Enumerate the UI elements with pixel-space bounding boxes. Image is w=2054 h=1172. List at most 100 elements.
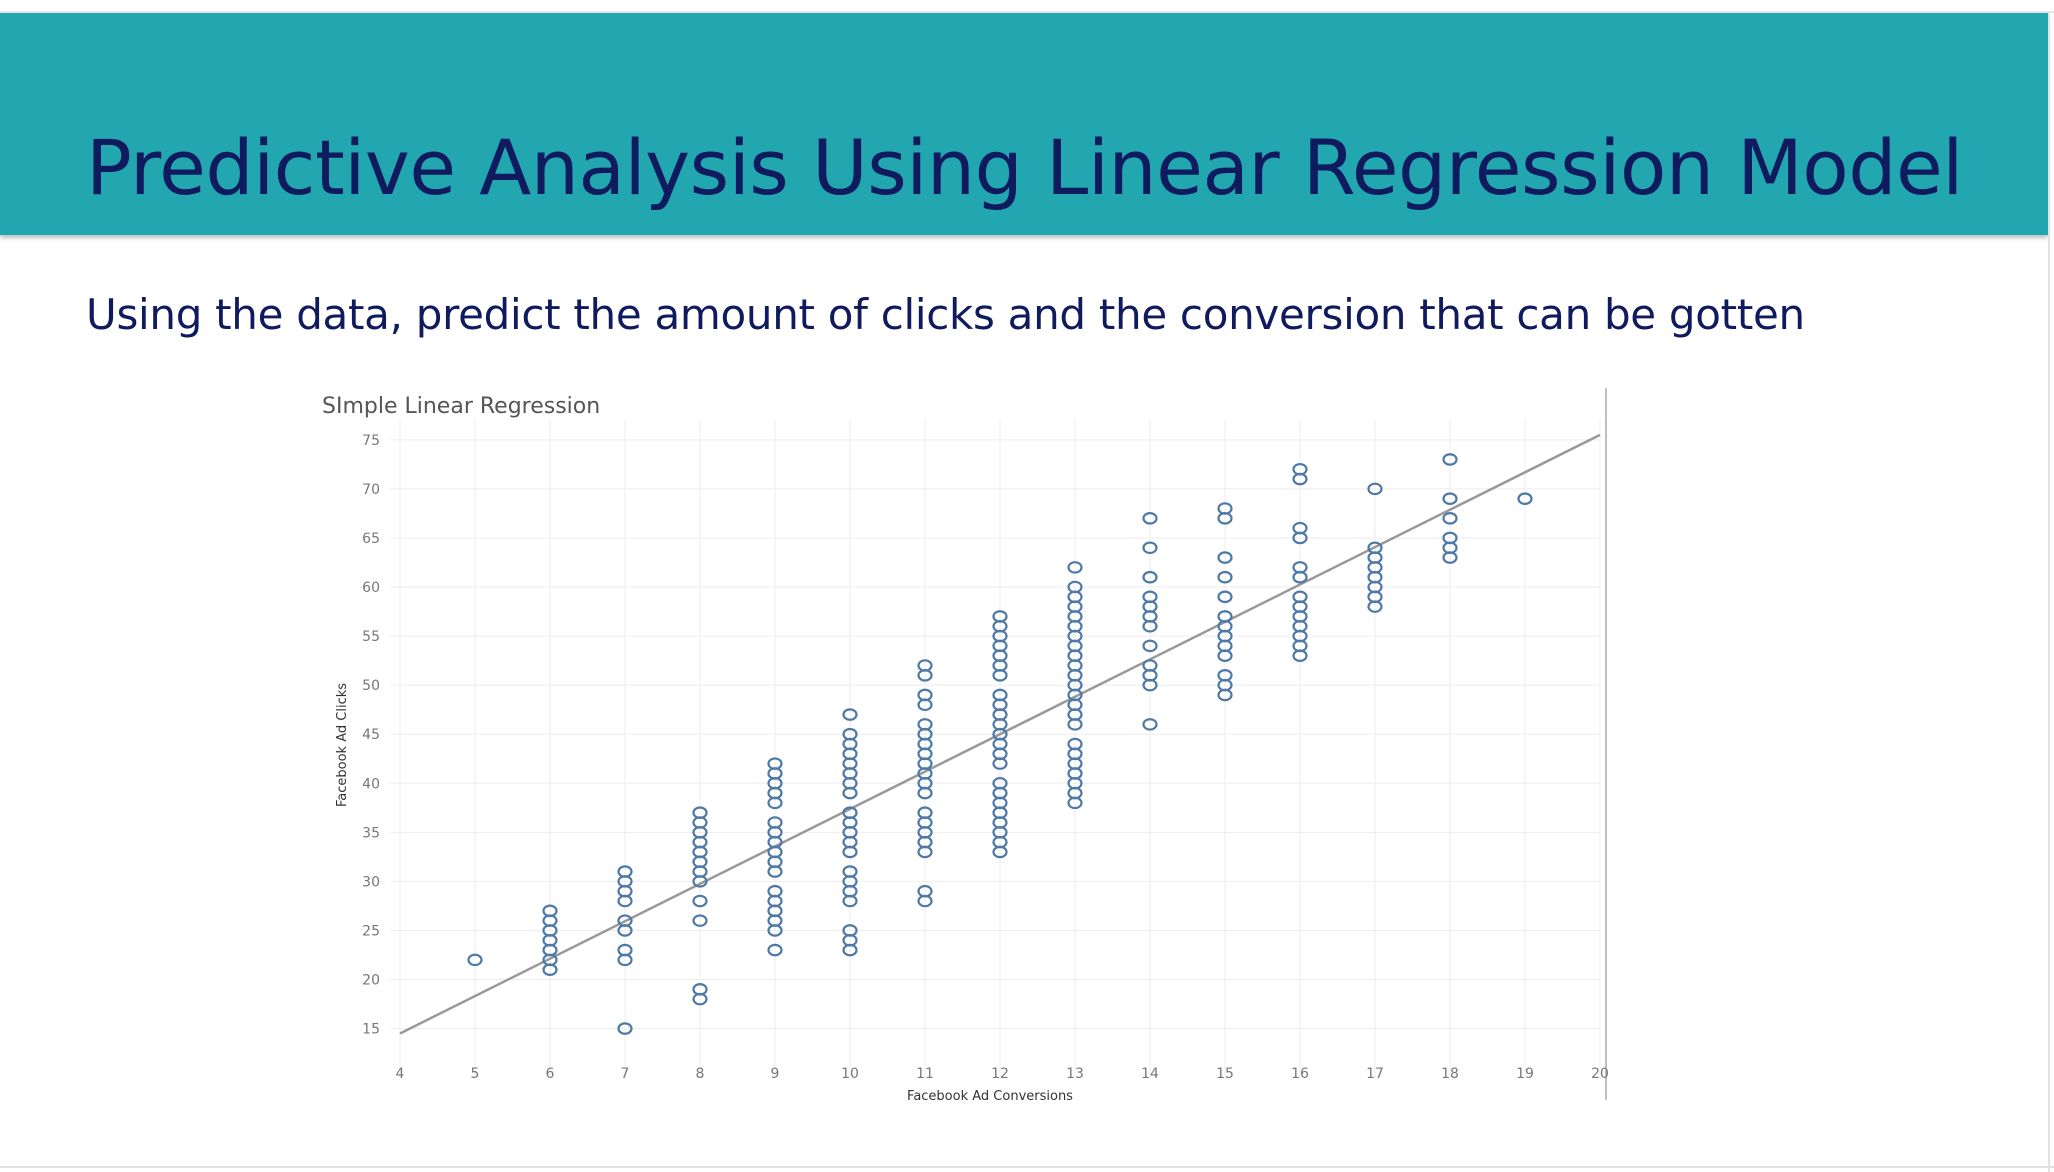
- data-point: [1217, 502, 1233, 515]
- data-point: [1292, 561, 1308, 574]
- data-point: [1142, 541, 1158, 555]
- data-point: [692, 983, 708, 996]
- y-axis-label: Facebook Ad Clicks: [335, 683, 350, 807]
- x-tick-label: 15: [1216, 1066, 1234, 1082]
- x-tick-label: 19: [1516, 1066, 1534, 1082]
- data-point: [767, 816, 783, 829]
- data-point: [1142, 659, 1158, 672]
- data-point: [1517, 492, 1533, 505]
- top-rule: [0, 0, 2054, 13]
- data-point: [692, 806, 708, 819]
- data-point: [917, 884, 933, 898]
- data-point: [1442, 492, 1458, 505]
- scatter-chart: SImple Linear Regression 152025303540455…: [322, 388, 1609, 1100]
- data-points: [467, 453, 1533, 1035]
- data-point: [767, 884, 783, 898]
- x-tick-label: 16: [1291, 1066, 1309, 1082]
- data-point: [692, 894, 708, 908]
- chart-grid: [390, 420, 1601, 1078]
- data-point: [542, 904, 558, 918]
- x-axis-ticks: 4 5 6 7 8 9 10 11 12 13 14 15 16 17 18 19 20: [396, 1066, 1609, 1082]
- x-axis-label: Facebook Ad Conversions: [907, 1089, 1073, 1100]
- header-band: [0, 13, 2048, 235]
- x-tick-label: 13: [1066, 1066, 1084, 1082]
- x-tick-label: 12: [991, 1066, 1009, 1082]
- slide-right-edge: [2048, 13, 2050, 1172]
- data-point: [1367, 482, 1383, 496]
- data-point: [1142, 639, 1158, 653]
- y-tick-label: 70: [362, 482, 380, 498]
- data-point: [1142, 718, 1158, 731]
- data-point: [992, 688, 1008, 702]
- data-point: [617, 1022, 633, 1035]
- data-point: [617, 943, 633, 957]
- data-point: [842, 727, 858, 741]
- x-tick-label: 4: [396, 1066, 405, 1082]
- data-point: [1067, 580, 1083, 594]
- data-point: [1292, 590, 1308, 604]
- data-point: [1217, 551, 1233, 564]
- data-point: [1442, 531, 1458, 545]
- data-point: [1217, 590, 1233, 604]
- data-point: [1217, 669, 1233, 682]
- x-tick-label: 17: [1366, 1066, 1384, 1082]
- slide-subtitle: Using the data, predict the amount of cl…: [86, 290, 1805, 339]
- y-tick-label: 30: [362, 874, 380, 890]
- chart-title: SImple Linear Regression: [322, 394, 600, 419]
- data-point: [842, 924, 858, 937]
- y-axis-ticks: 15 20 25 30 35 40 45 50 55 60 65 70 75: [362, 433, 380, 1038]
- data-point: [617, 914, 633, 927]
- y-tick-label: 50: [362, 678, 380, 694]
- data-point: [842, 806, 858, 819]
- y-tick-label: 45: [362, 727, 380, 743]
- trend-line: [399, 433, 1601, 1035]
- data-point: [1067, 737, 1083, 751]
- data-point: [1442, 512, 1458, 525]
- data-point: [467, 953, 483, 967]
- x-tick-label: 5: [471, 1066, 480, 1082]
- y-tick-label: 60: [362, 580, 380, 596]
- data-point: [1367, 541, 1383, 555]
- y-tick-label: 65: [362, 531, 380, 547]
- x-tick-label: 18: [1441, 1066, 1459, 1082]
- y-tick-label: 40: [362, 776, 380, 792]
- data-point: [842, 708, 858, 721]
- slide-title: Predictive Analysis Using Linear Regress…: [86, 123, 1963, 212]
- data-point: [992, 610, 1008, 623]
- data-point: [1217, 570, 1233, 584]
- y-tick-label: 75: [362, 433, 380, 449]
- x-tick-label: 20: [1591, 1066, 1609, 1082]
- data-point: [917, 806, 933, 819]
- x-tick-label: 11: [916, 1066, 934, 1082]
- data-point: [1217, 610, 1233, 623]
- y-tick-label: 55: [362, 629, 380, 645]
- x-tick-label: 14: [1141, 1066, 1159, 1082]
- slide-bottom-edge: [0, 1166, 2054, 1168]
- y-tick-label: 35: [362, 825, 380, 841]
- y-tick-label: 25: [362, 923, 380, 939]
- data-point: [992, 776, 1008, 790]
- data-point: [842, 865, 858, 878]
- trend-layer: [399, 433, 1601, 1035]
- data-point: [1292, 462, 1308, 476]
- data-point: [917, 688, 933, 702]
- data-point: [767, 757, 783, 770]
- data-point: [917, 659, 933, 672]
- x-tick-label: 9: [771, 1066, 780, 1082]
- data-point: [1442, 453, 1458, 466]
- y-tick-label: 20: [362, 973, 380, 989]
- data-point: [767, 943, 783, 957]
- data-point: [1142, 570, 1158, 584]
- data-point: [1067, 561, 1083, 574]
- data-point: [917, 718, 933, 731]
- data-point: [1142, 590, 1158, 604]
- data-point: [617, 865, 633, 878]
- x-tick-label: 8: [696, 1066, 705, 1082]
- data-point: [1142, 512, 1158, 525]
- x-tick-label: 10: [841, 1066, 859, 1082]
- data-point: [692, 914, 708, 927]
- data-point: [1292, 521, 1308, 535]
- y-tick-label: 15: [362, 1022, 380, 1038]
- x-tick-label: 6: [546, 1066, 555, 1082]
- x-tick-label: 7: [621, 1066, 630, 1082]
